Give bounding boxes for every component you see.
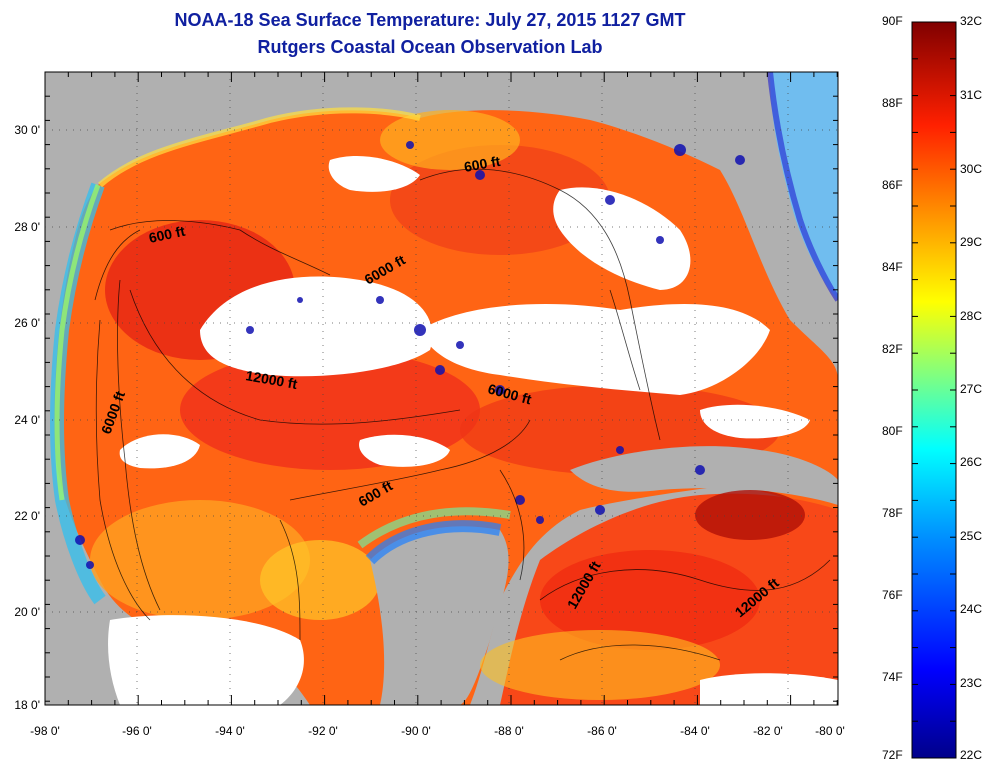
fahrenheit-label: 90F: [882, 14, 903, 28]
x-tick-label: -98 0': [30, 724, 60, 738]
y-tick-label: 20 0': [14, 605, 40, 619]
celsius-label: 31C: [960, 88, 983, 102]
coastal-cool-band: [767, 72, 838, 302]
celsius-label: 32C: [960, 14, 983, 28]
cool-region: [480, 630, 720, 700]
cloud-mask: [108, 155, 838, 705]
map-title: NOAA-18 Sea Surface Temperature: July 27…: [174, 10, 686, 30]
celsius-label: 23C: [960, 676, 983, 690]
y-tick-label: 24 0': [14, 413, 40, 427]
cuba-land: [570, 446, 838, 505]
y-tick-label: 26 0': [14, 316, 40, 330]
x-tick-label: -90 0': [401, 724, 431, 738]
x-tick-label: -86 0': [587, 724, 617, 738]
x-axis-labels: -98 0' -96 0' -94 0' -92 0' -90 0' -88 0…: [30, 724, 845, 738]
axis-ticks: [44, 71, 838, 705]
fahrenheit-label: 74F: [882, 670, 903, 684]
fahrenheit-label: 76F: [882, 588, 903, 602]
cool-region: [260, 540, 380, 620]
celsius-label: 24C: [960, 602, 983, 616]
x-tick-label: -80 0': [815, 724, 845, 738]
fahrenheit-label: 72F: [882, 748, 903, 762]
x-tick-label: -88 0': [494, 724, 524, 738]
x-tick-label: -96 0': [122, 724, 152, 738]
cool-region: [380, 110, 520, 170]
fahrenheit-label: 88F: [882, 96, 903, 110]
depth-contours: [94, 168, 831, 661]
celsius-label: 22C: [960, 748, 983, 762]
y-tick-label: 28 0': [14, 220, 40, 234]
florida-water: [770, 72, 838, 300]
map-subtitle: Rutgers Coastal Ocean Observation Lab: [257, 37, 603, 57]
colorbar: [911, 21, 957, 759]
yucatan-land: [370, 526, 509, 705]
colorbar-ticks: [912, 21, 956, 759]
celsius-label: 25C: [960, 529, 983, 543]
cloud-edge-speckles: [75, 141, 745, 569]
celsius-label: 30C: [960, 162, 983, 176]
cool-region: [90, 500, 310, 620]
fahrenheit-label: 82F: [882, 342, 903, 356]
graticule: [45, 72, 838, 705]
x-tick-label: -92 0': [308, 724, 338, 738]
y-tick-label: 30 0': [14, 123, 40, 137]
celsius-label: 28C: [960, 309, 983, 323]
x-tick-label: -94 0': [215, 724, 245, 738]
x-tick-label: -82 0': [753, 724, 783, 738]
warm-region: [540, 550, 760, 650]
fahrenheit-label: 86F: [882, 178, 903, 192]
coastal-cool-band: [98, 107, 421, 188]
celsius-label: 29C: [960, 235, 983, 249]
map-image: [45, 72, 838, 705]
x-tick-label: -84 0': [680, 724, 710, 738]
y-tick-label: 18 0': [14, 698, 40, 712]
fahrenheit-label: 84F: [882, 260, 903, 274]
celsius-label: 27C: [960, 382, 983, 396]
coastal-cool-band: [54, 184, 101, 501]
contour-label: 600 ft: [147, 223, 186, 246]
shelf-cool-band: [357, 507, 511, 549]
fahrenheit-label: 80F: [882, 424, 903, 438]
shelf-cool-band: [365, 520, 502, 565]
y-tick-label: 22 0': [14, 509, 40, 523]
hot-spot: [695, 490, 805, 540]
y-axis-labels: 30 0' 28 0' 26 0' 24 0' 22 0' 20 0' 18 0…: [14, 123, 40, 712]
contour-label: 600 ft: [463, 153, 502, 175]
fahrenheit-label: 78F: [882, 506, 903, 520]
celsius-label: 26C: [960, 455, 983, 469]
